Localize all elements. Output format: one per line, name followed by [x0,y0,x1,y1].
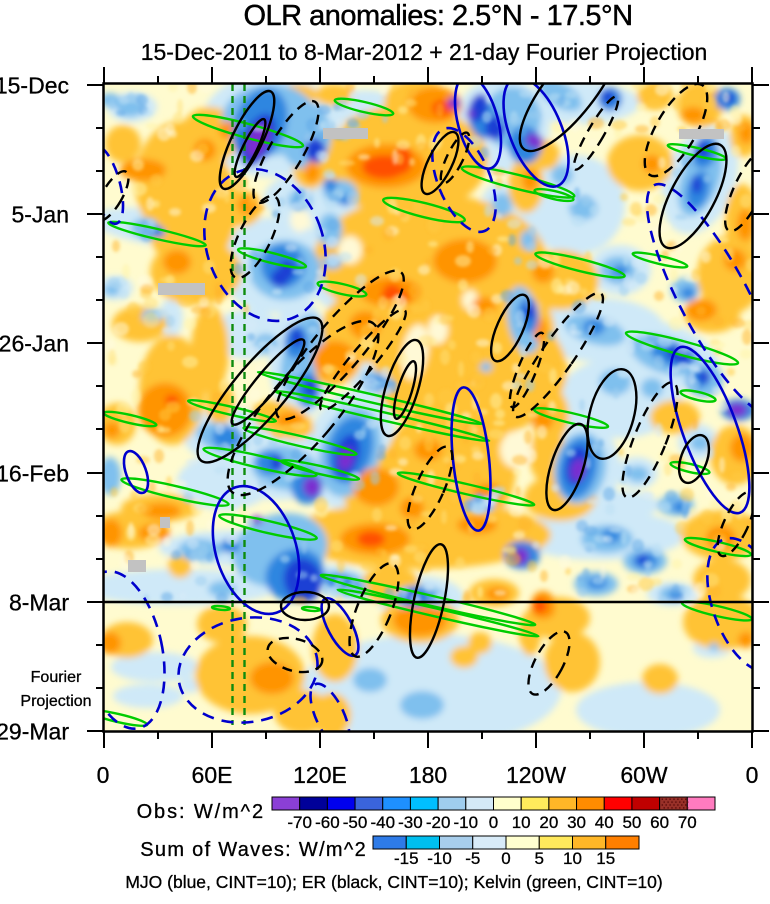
svg-text:26-Jan: 26-Jan [0,331,69,357]
svg-text:OLR anomalies: 2.5°N - 17.5°N: OLR anomalies: 2.5°N - 17.5°N [243,0,632,32]
svg-text:Projection: Projection [20,693,91,710]
svg-text:-70: -70 [287,813,312,832]
svg-text:50: 50 [622,813,641,832]
svg-text:-15: -15 [394,849,419,868]
svg-text:0: 0 [746,762,759,788]
svg-text:16-Feb: 16-Feb [0,461,69,487]
svg-text:15-Dec-2011 to 8-Mar-2012 + 21: 15-Dec-2011 to 8-Mar-2012 + 21-day Fouri… [141,39,708,65]
svg-text:10: 10 [512,813,531,832]
svg-text:10: 10 [563,849,582,868]
svg-text:-10: -10 [427,849,452,868]
svg-text:Obs: W/m^2: Obs: W/m^2 [137,801,265,823]
svg-text:70: 70 [678,813,697,832]
svg-text:30: 30 [567,813,586,832]
svg-text:-60: -60 [315,813,340,832]
svg-text:8-Mar: 8-Mar [9,590,69,616]
svg-text:5-Jan: 5-Jan [11,202,69,228]
svg-text:-40: -40 [370,813,395,832]
svg-text:60: 60 [650,813,669,832]
svg-text:15-Dec: 15-Dec [0,73,69,99]
svg-text:29-Mar: 29-Mar [0,719,69,745]
svg-text:0: 0 [501,849,510,868]
svg-text:-10: -10 [454,813,479,832]
svg-text:60E: 60E [192,762,233,788]
svg-text:15: 15 [596,849,615,868]
svg-text:180: 180 [409,762,447,788]
svg-text:Sum of Waves: W/m^2: Sum of Waves: W/m^2 [140,839,367,861]
svg-text:5: 5 [535,849,544,868]
svg-text:120W: 120W [506,762,566,788]
svg-text:MJO (blue, CINT=10); ER (black: MJO (blue, CINT=10); ER (black, CINT=10)… [125,872,662,892]
svg-text:-30: -30 [398,813,423,832]
svg-text:-20: -20 [426,813,451,832]
svg-text:Fourier: Fourier [31,669,82,686]
svg-text:40: 40 [595,813,614,832]
svg-text:-5: -5 [465,849,480,868]
svg-text:0: 0 [489,813,498,832]
svg-text:-50: -50 [343,813,368,832]
svg-text:0: 0 [97,762,110,788]
svg-text:120E: 120E [293,762,347,788]
svg-text:60W: 60W [620,762,668,788]
svg-text:20: 20 [539,813,558,832]
